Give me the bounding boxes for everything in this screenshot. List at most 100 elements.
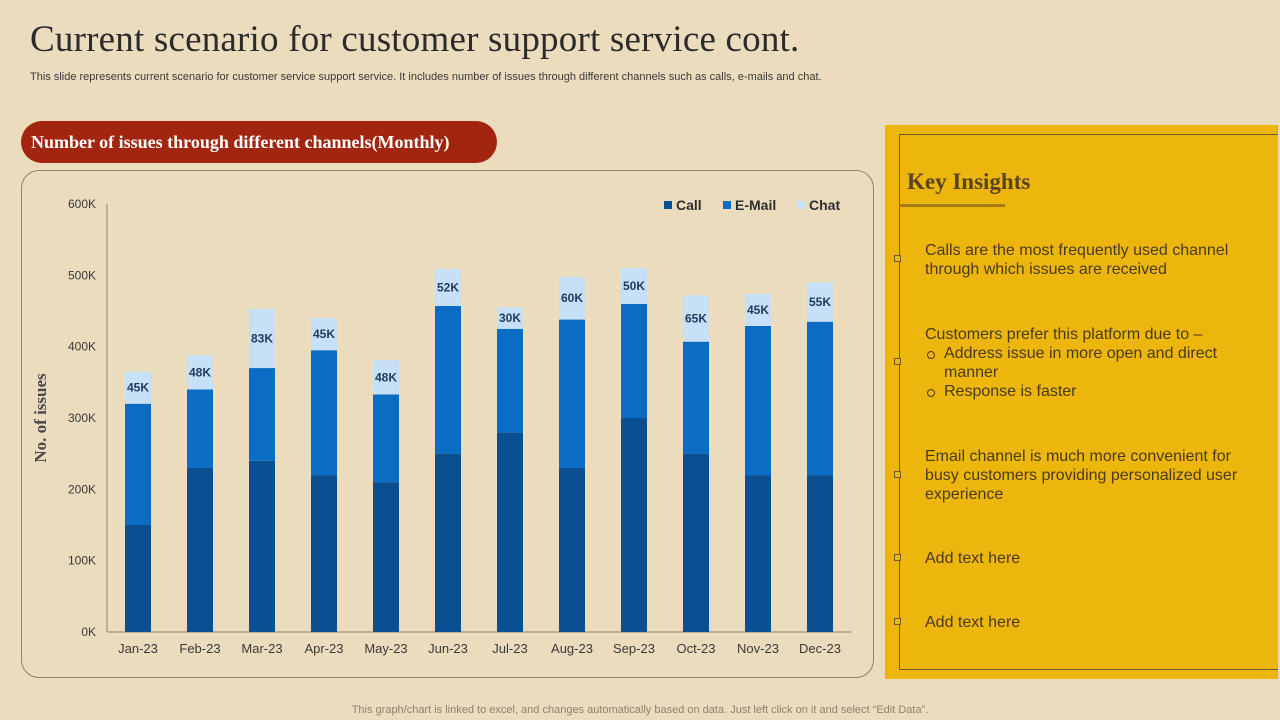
insight-text: Add text here	[925, 614, 1021, 631]
x-tick-label: Jul-23	[492, 641, 527, 656]
bar-chat-mar-23	[249, 308, 275, 369]
data-label: 30K	[499, 311, 521, 325]
page-subtitle: This slide represents current scenario f…	[30, 71, 822, 83]
y-tick-label: 600K	[68, 197, 96, 211]
bar-call-jul-23	[497, 432, 523, 632]
data-label: 50K	[623, 279, 645, 293]
bar-chat-dec-23	[807, 282, 833, 322]
y-tick-label: 500K	[68, 268, 96, 282]
bar-email-nov-23	[745, 325, 771, 476]
x-tick-label: Oct-23	[676, 641, 715, 656]
insight-item-2: Customers prefer this platform due to – …	[925, 325, 1260, 401]
bar-call-dec-23	[807, 475, 833, 632]
chart-title-text: Number of issues through different chann…	[31, 131, 450, 152]
stacked-bar-chart[interactable]: 0K 100K 200K 300K 400K 500K 600K No. of issues 4…	[22, 171, 875, 679]
bar-call-aug-23	[559, 467, 585, 632]
data-label: 48K	[375, 370, 397, 384]
footer-note: This graph/chart is linked to excel, and…	[351, 704, 929, 716]
insight-sub-item: Address issue in more open and direct ma…	[925, 344, 1260, 382]
key-insights-underline	[899, 204, 1005, 207]
data-label: 65K	[685, 311, 707, 325]
bar-chat-jun-23	[435, 268, 461, 307]
y-tick-label: 0K	[81, 625, 96, 639]
bar-chat-jul-23	[497, 307, 523, 329]
bar-chat-nov-23	[745, 293, 771, 326]
bar-email-sep-23	[621, 303, 647, 418]
data-label: 48K	[189, 365, 211, 379]
data-label: 60K	[561, 291, 583, 305]
data-label: 45K	[313, 327, 335, 341]
bar-chat-sep-23	[621, 268, 647, 304]
insight-text: Add text here	[925, 550, 1021, 567]
bar-email-mar-23	[249, 368, 275, 461]
insight-item-1: Calls are the most frequently used chann…	[925, 241, 1260, 279]
insight-text: Calls are the most frequently used chann…	[925, 242, 1229, 278]
bar-call-nov-23	[745, 475, 771, 632]
bar-call-jun-23	[435, 453, 461, 632]
bullet-marker-icon	[894, 358, 901, 365]
x-tick-label: Sep-23	[613, 641, 655, 656]
bullet-marker-icon	[894, 255, 901, 262]
key-insights-panel: Key Insights Calls are the most frequent…	[885, 125, 1278, 679]
x-tick-label: May-23	[364, 641, 407, 656]
x-tick-label: Jan-23	[118, 641, 158, 656]
bar-email-aug-23	[559, 319, 585, 468]
bullet-marker-icon	[894, 471, 901, 478]
bar-call-oct-23	[683, 453, 709, 632]
x-tick-label: Feb-23	[179, 641, 220, 656]
y-tick-label: 200K	[68, 482, 96, 496]
y-tick-label: 100K	[68, 554, 96, 568]
bar-email-oct-23	[683, 341, 709, 454]
x-tick-label: Dec-23	[799, 641, 841, 656]
bullet-marker-icon	[894, 554, 901, 561]
legend-label: Chat	[809, 197, 840, 213]
bar-email-jul-23	[497, 328, 523, 433]
bullet-marker-icon	[894, 618, 901, 625]
y-tick-label: 300K	[68, 411, 96, 425]
chart-title-banner: Number of issues through different chann…	[21, 121, 497, 163]
key-insights-title: Key Insights	[907, 169, 1031, 194]
legend-swatch-icon	[723, 201, 731, 209]
bar-email-jan-23	[125, 403, 151, 525]
insight-sub-list: Address issue in more open and direct ma…	[925, 344, 1260, 401]
insight-sub-item: Response is faster	[925, 382, 1260, 401]
bar-chat-jan-23	[125, 371, 151, 404]
y-tick-label: 400K	[68, 340, 96, 354]
bar-email-dec-23	[807, 321, 833, 476]
insight-item-3: Email channel is much more convenient fo…	[925, 447, 1260, 504]
insight-item-4: Add text here	[925, 549, 1260, 568]
data-label: 52K	[437, 280, 459, 294]
bar-chat-may-23	[373, 360, 399, 395]
bar-chat-apr-23	[311, 318, 337, 351]
key-insights-frame	[899, 134, 1278, 670]
bar-email-may-23	[373, 394, 399, 483]
bar-chat-aug-23	[559, 276, 585, 320]
bar-call-feb-23	[187, 467, 213, 632]
bar-call-jan-23	[125, 525, 151, 632]
bar-chat-oct-23	[683, 295, 709, 342]
legend-label: E-Mail	[735, 197, 776, 213]
legend-swatch-icon	[797, 201, 805, 209]
bar-call-may-23	[373, 482, 399, 632]
bar-email-apr-23	[311, 350, 337, 476]
legend-swatch-icon	[664, 201, 672, 209]
y-axis-title: No. of issues	[31, 373, 50, 463]
data-label: 55K	[809, 295, 831, 309]
data-label: 83K	[251, 331, 273, 345]
bar-call-mar-23	[249, 460, 275, 632]
x-tick-label: Jun-23	[428, 641, 468, 656]
legend-label: Call	[676, 197, 702, 213]
x-tick-label: Aug-23	[551, 641, 593, 656]
bar-call-sep-23	[621, 418, 647, 632]
data-label: 45K	[747, 303, 769, 317]
x-tick-label: Apr-23	[304, 641, 343, 656]
chart-frame[interactable]: 0K 100K 200K 300K 400K 500K 600K No. of issues 4…	[21, 170, 874, 678]
bar-email-jun-23	[435, 306, 461, 454]
bar-chat-feb-23	[187, 355, 213, 390]
insight-text: Customers prefer this platform due to –	[925, 326, 1203, 343]
x-tick-label: Nov-23	[737, 641, 779, 656]
page-title: Current scenario for customer support se…	[30, 19, 800, 60]
bar-call-apr-23	[311, 475, 337, 632]
data-label: 45K	[127, 381, 149, 395]
insight-item-5: Add text here	[925, 613, 1260, 632]
